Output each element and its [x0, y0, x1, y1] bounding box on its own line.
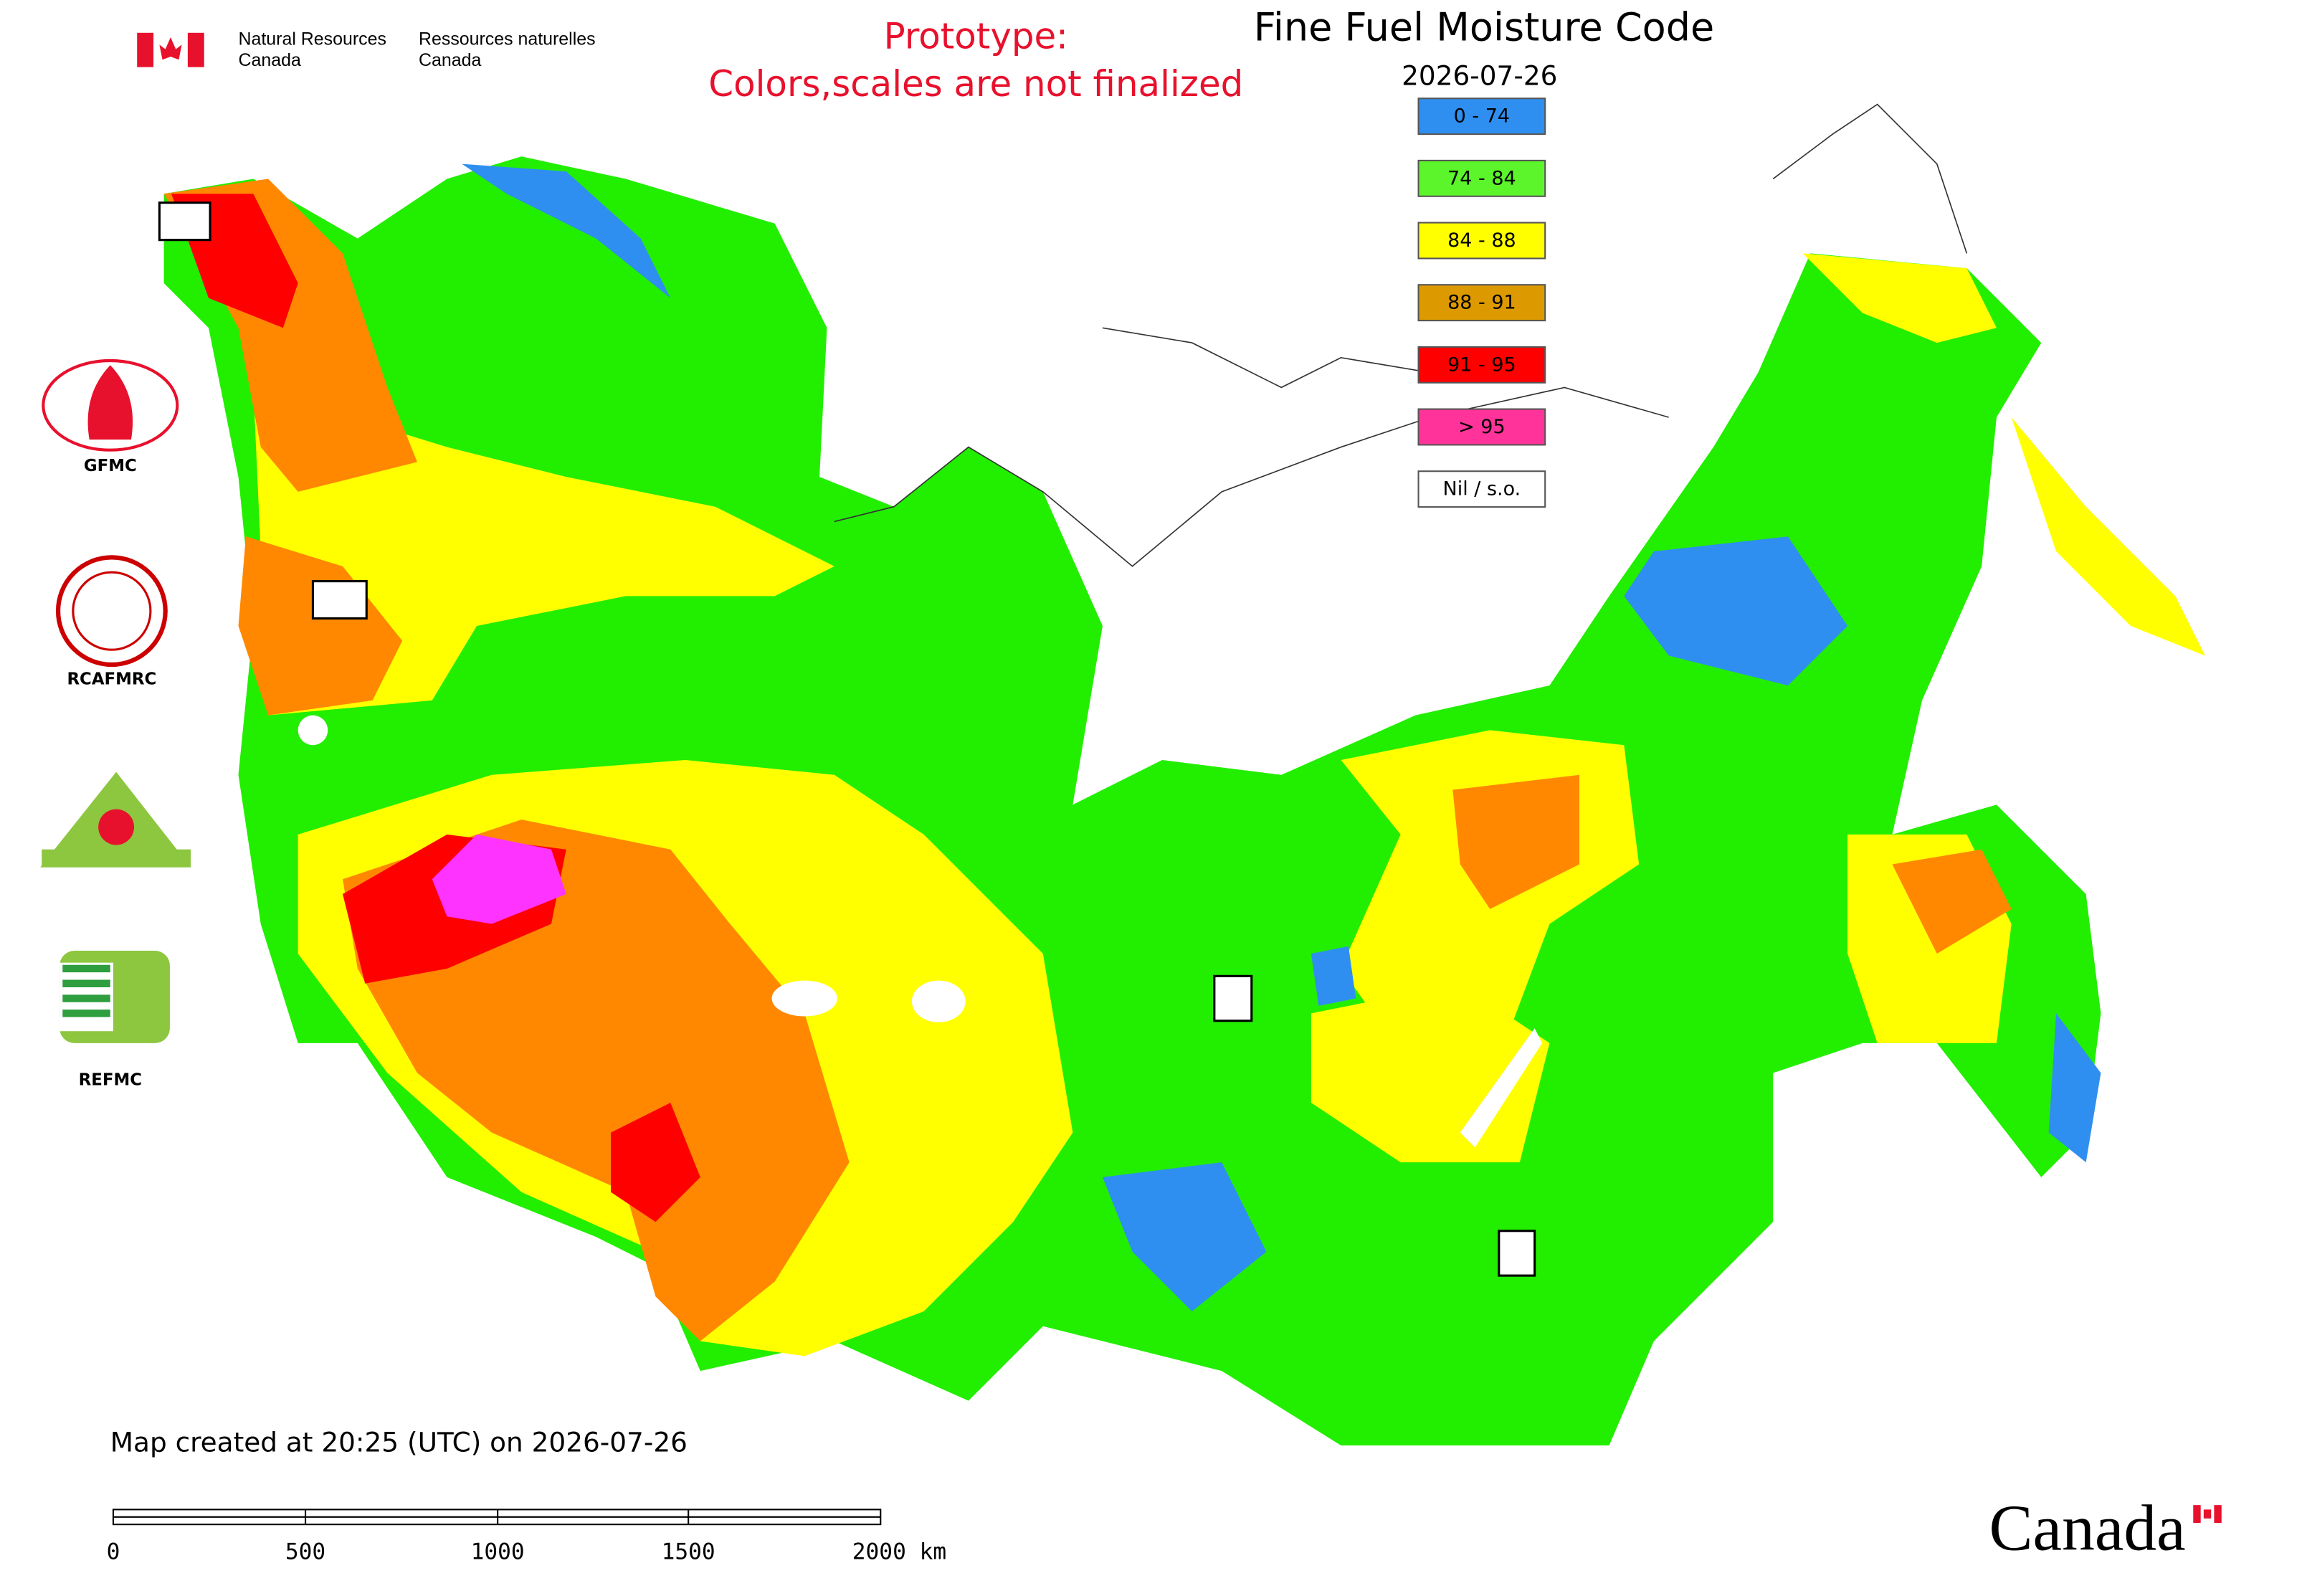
legend-swatch [1417, 159, 1546, 197]
nrcan-signature: Natural Resources Canada Ressources natu… [137, 29, 596, 70]
scale-labels: 0 500 1000 1500 2000 km [107, 1539, 947, 1565]
department-fr: Canada [419, 50, 481, 70]
partner-logos: GFMC RCAFMRC REFMC [40, 358, 191, 1089]
map-title: Fine Fuel Moisture Code [1254, 4, 1714, 49]
legend-label: > 95 [1458, 416, 1506, 438]
legend: 0 - 74 74 - 84 84 - 88 88 - 91 91 - 95 > 95 Ni… [1417, 98, 1546, 508]
logo-label: RCAFMRC [67, 670, 156, 688]
scale-label: 1500 [662, 1539, 715, 1565]
legend-label: 84 - 88 [1447, 229, 1516, 252]
station-markers [158, 201, 1536, 1277]
scale-label: 0 [107, 1539, 120, 1565]
legend-label: 74 - 84 [1447, 167, 1516, 189]
canada-wordmark: Canada [1989, 1492, 2186, 1564]
legend-swatch [1417, 470, 1546, 508]
legend-label: Nil / s.o. [1443, 478, 1521, 500]
legend-swatch [1417, 284, 1546, 322]
scale-bar [112, 1509, 882, 1526]
wordmark-flag [2193, 1505, 2222, 1524]
logo-label: GFMC [84, 457, 137, 475]
scale-label: 1000 [471, 1539, 525, 1565]
legend-label: 91 - 95 [1447, 353, 1516, 376]
legend-swatch [1417, 98, 1546, 136]
prototype-notice: Colors,scales are not finalized [708, 63, 1243, 105]
legend-swatch [1417, 408, 1546, 446]
creation-note: Map created at 20:25 (UTC) on 2026-07-26 [110, 1426, 688, 1458]
department-en: Natural Resources [239, 29, 386, 49]
legend-swatch [1417, 346, 1546, 384]
department-fr: Ressources naturelles [419, 29, 596, 49]
legend-label: 88 - 91 [1447, 292, 1516, 314]
legend-label: 0 - 74 [1454, 105, 1510, 128]
map-layer [163, 103, 2205, 1446]
map-date: 2026-07-26 [1402, 60, 1557, 92]
legend-swatch [1417, 222, 1546, 260]
scale-label: 2000 km [852, 1539, 946, 1565]
prototype-notice: Prototype: [884, 16, 1068, 57]
department-en: Canada [239, 50, 301, 70]
logo-label: REFMC [79, 1070, 142, 1089]
scale-label: 500 [285, 1539, 325, 1565]
